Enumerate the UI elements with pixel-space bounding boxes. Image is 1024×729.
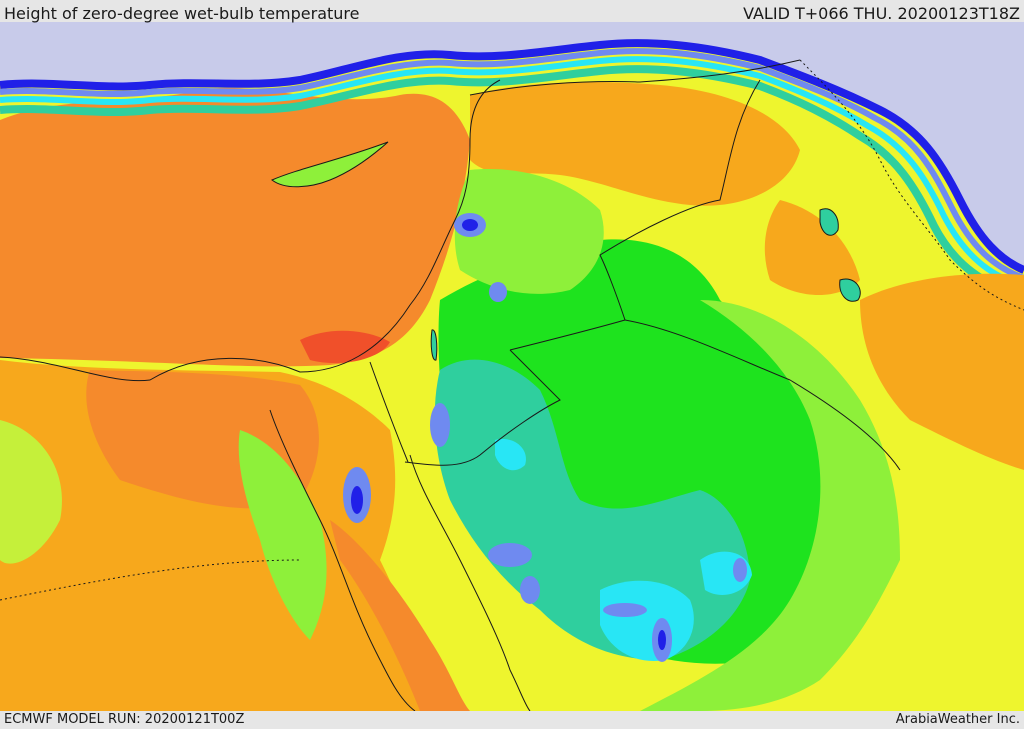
arabia-teal-area xyxy=(434,359,750,660)
border-syria-iraq xyxy=(599,79,761,321)
border-syria-turkey xyxy=(469,59,801,96)
cold-spot-east xyxy=(733,558,747,582)
cold-spot-negev xyxy=(430,403,450,447)
model-run-label: ECMWF MODEL RUN: 20200121T00Z xyxy=(4,712,245,727)
cold-spot-hejaz xyxy=(488,543,532,567)
lake-razazza xyxy=(839,278,861,302)
turkey-lightblue-edge xyxy=(0,48,1024,281)
syria-orange-area xyxy=(470,82,800,206)
cold-spot-najd xyxy=(603,603,647,617)
cold-spot-lebanon-core xyxy=(462,219,478,231)
mediterranean-orange-area xyxy=(0,87,470,367)
dead-sea xyxy=(430,329,438,361)
cold-spot-syria xyxy=(489,282,507,302)
iran-orange-area xyxy=(860,273,1024,470)
arabia-lightgreen-area xyxy=(640,300,900,711)
red-sea-orange-area xyxy=(330,520,470,711)
turkey-green-edge xyxy=(0,65,1024,300)
border-saudi-iraq xyxy=(624,319,901,471)
credit-label: ArabiaWeather Inc. xyxy=(895,712,1020,727)
border-jordan-iraq xyxy=(509,319,626,351)
levant-green-area xyxy=(454,169,604,294)
border-egypt-israel xyxy=(369,361,409,463)
coastline-red-sea-west xyxy=(269,409,416,712)
valid-time-label: VALID T+066 THU. 20200123T18Z xyxy=(743,4,1020,23)
coastline-levant xyxy=(0,79,501,382)
border-iraq-iran xyxy=(799,59,1024,311)
header-bar xyxy=(0,0,1024,22)
footer-bar xyxy=(0,711,1024,729)
egypt-yellow-patch xyxy=(0,420,62,564)
cold-spot-asir-core xyxy=(658,630,666,650)
egypt-green-patch xyxy=(238,430,327,640)
turkey-cold-area xyxy=(0,22,1024,270)
iraq-orange-patch xyxy=(764,200,860,295)
cyprus-outline xyxy=(271,141,389,188)
cold-spot-sinai-core xyxy=(351,486,363,514)
turkey-blue-edge xyxy=(0,39,1024,274)
lake-tharthar xyxy=(819,208,839,236)
jordan-cyan-patch xyxy=(495,439,526,471)
coastline-red-sea-east xyxy=(409,454,531,712)
mediterranean-red-spot xyxy=(300,330,390,364)
border-jordan-saudi xyxy=(404,349,561,466)
turkey-cyan-edge xyxy=(0,56,1024,289)
map-title: Height of zero-degree wet-bulb temperatu… xyxy=(4,4,360,23)
cold-spot-hejaz-south xyxy=(520,576,540,604)
